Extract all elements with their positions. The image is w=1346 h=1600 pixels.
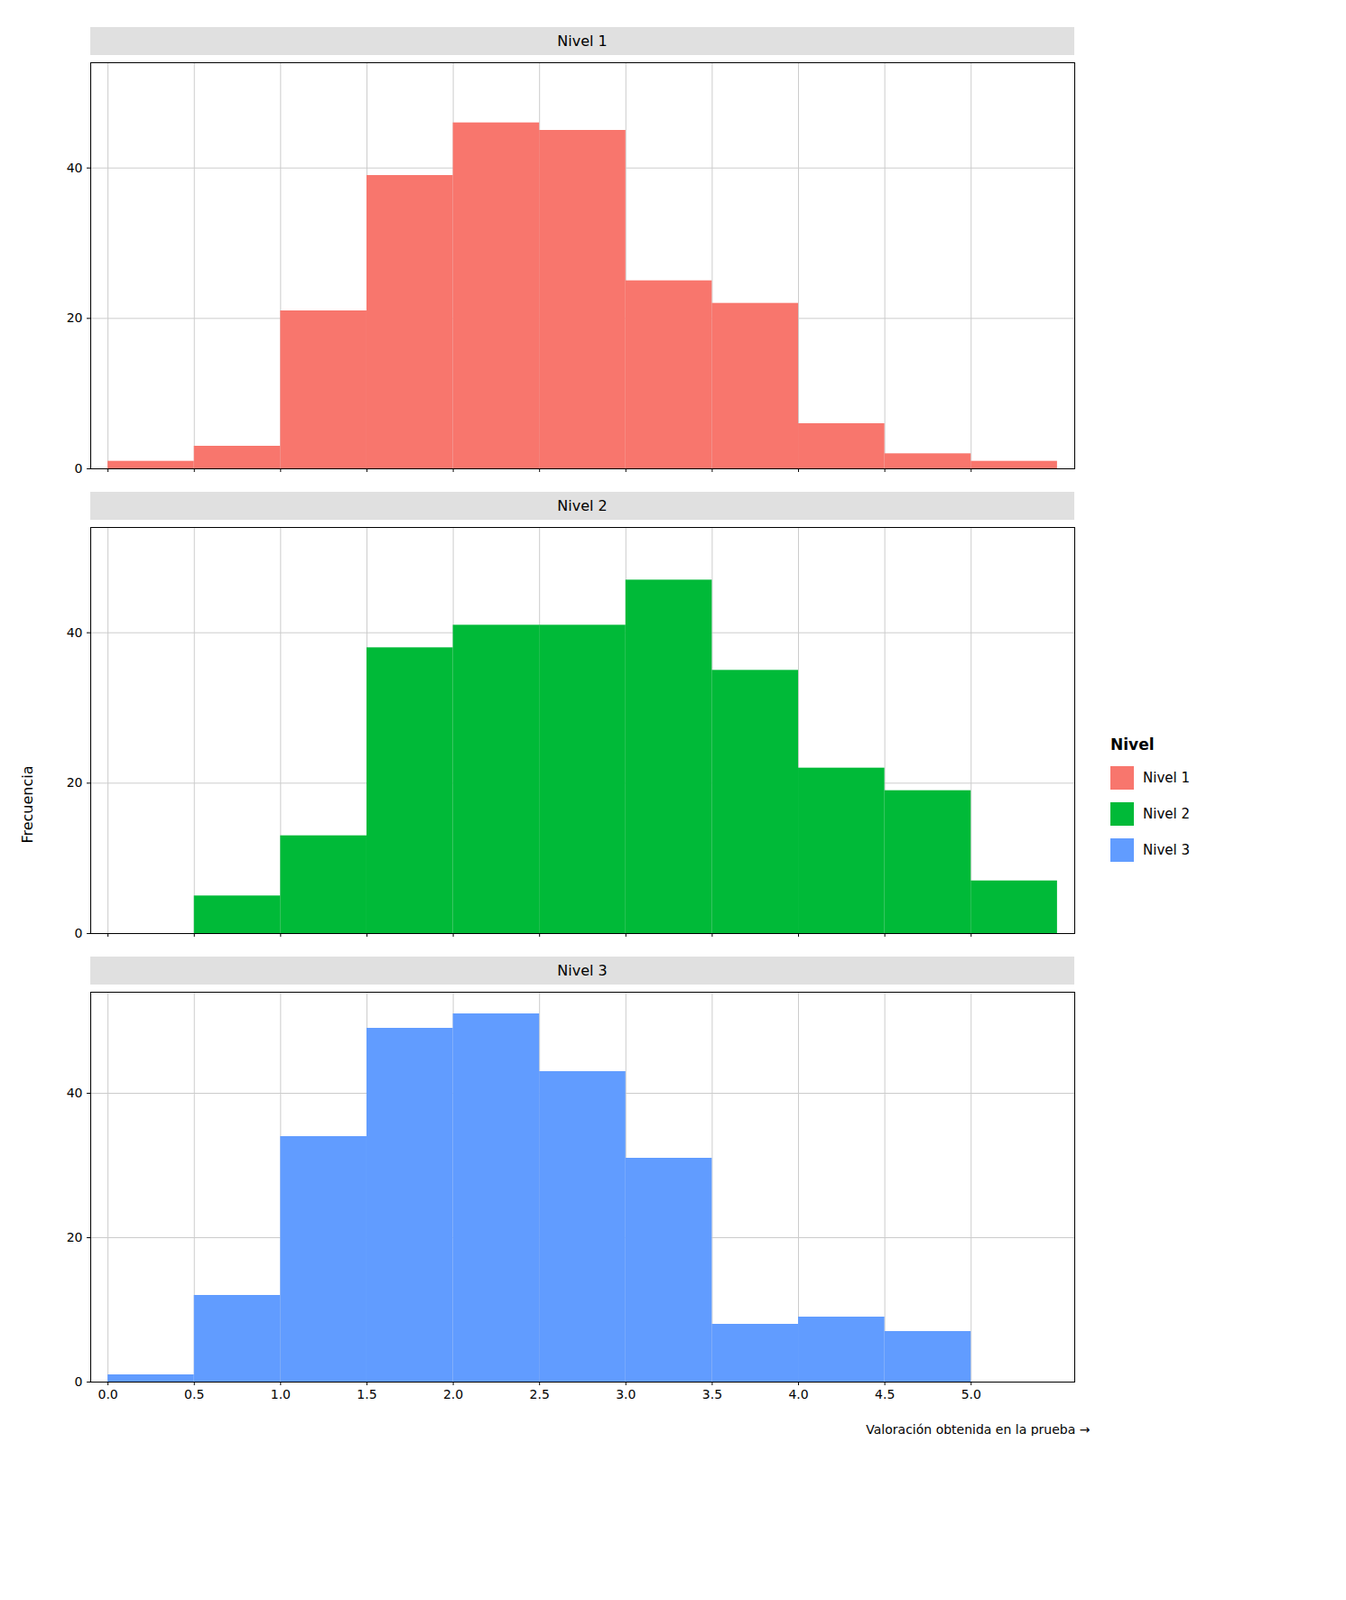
- html-text:Nivel 1: Nivel 1: [1142, 769, 1190, 786]
- svg-text:20: 20: [66, 775, 84, 790]
- svg-text:20: 20: [66, 1230, 84, 1245]
- svg-text:0.5: 0.5: [184, 1387, 205, 1402]
- svg-text:1.0: 1.0: [270, 1387, 291, 1402]
- html-text:Nivel 1: Nivel 1: [557, 32, 608, 50]
- svg-text:0: 0: [74, 461, 84, 476]
- html-text:Nivel 3: Nivel 3: [1142, 841, 1190, 859]
- html-text:Nivel 2: Nivel 2: [557, 497, 608, 515]
- html-text:Nivel 3: Nivel 3: [557, 962, 608, 980]
- svg-text:Valoración obtenida en la prue: Valoración obtenida en la prueba →: [865, 1422, 1090, 1438]
- svg-text:5.0: 5.0: [961, 1387, 982, 1402]
- svg-text:3.5: 3.5: [702, 1387, 723, 1402]
- svg-text:3.0: 3.0: [615, 1387, 636, 1402]
- html-text:Nivel: Nivel: [1110, 735, 1155, 754]
- svg-text:1.5: 1.5: [356, 1387, 377, 1402]
- svg-text:0: 0: [74, 1374, 84, 1390]
- svg-text:20: 20: [66, 310, 84, 325]
- svg-text:40: 40: [66, 625, 84, 641]
- svg-text:2.0: 2.0: [443, 1387, 464, 1402]
- svg-text:40: 40: [66, 160, 84, 176]
- svg-text:4.5: 4.5: [874, 1387, 895, 1402]
- html-text:Frecuencia: Frecuencia: [18, 765, 36, 844]
- svg-text:4.0: 4.0: [788, 1387, 808, 1402]
- svg-text:40: 40: [66, 1086, 84, 1101]
- svg-text:0: 0: [74, 926, 84, 941]
- html-text:Nivel 2: Nivel 2: [1142, 805, 1190, 822]
- svg-text:0.0: 0.0: [97, 1387, 118, 1402]
- svg-text:2.5: 2.5: [529, 1387, 550, 1402]
